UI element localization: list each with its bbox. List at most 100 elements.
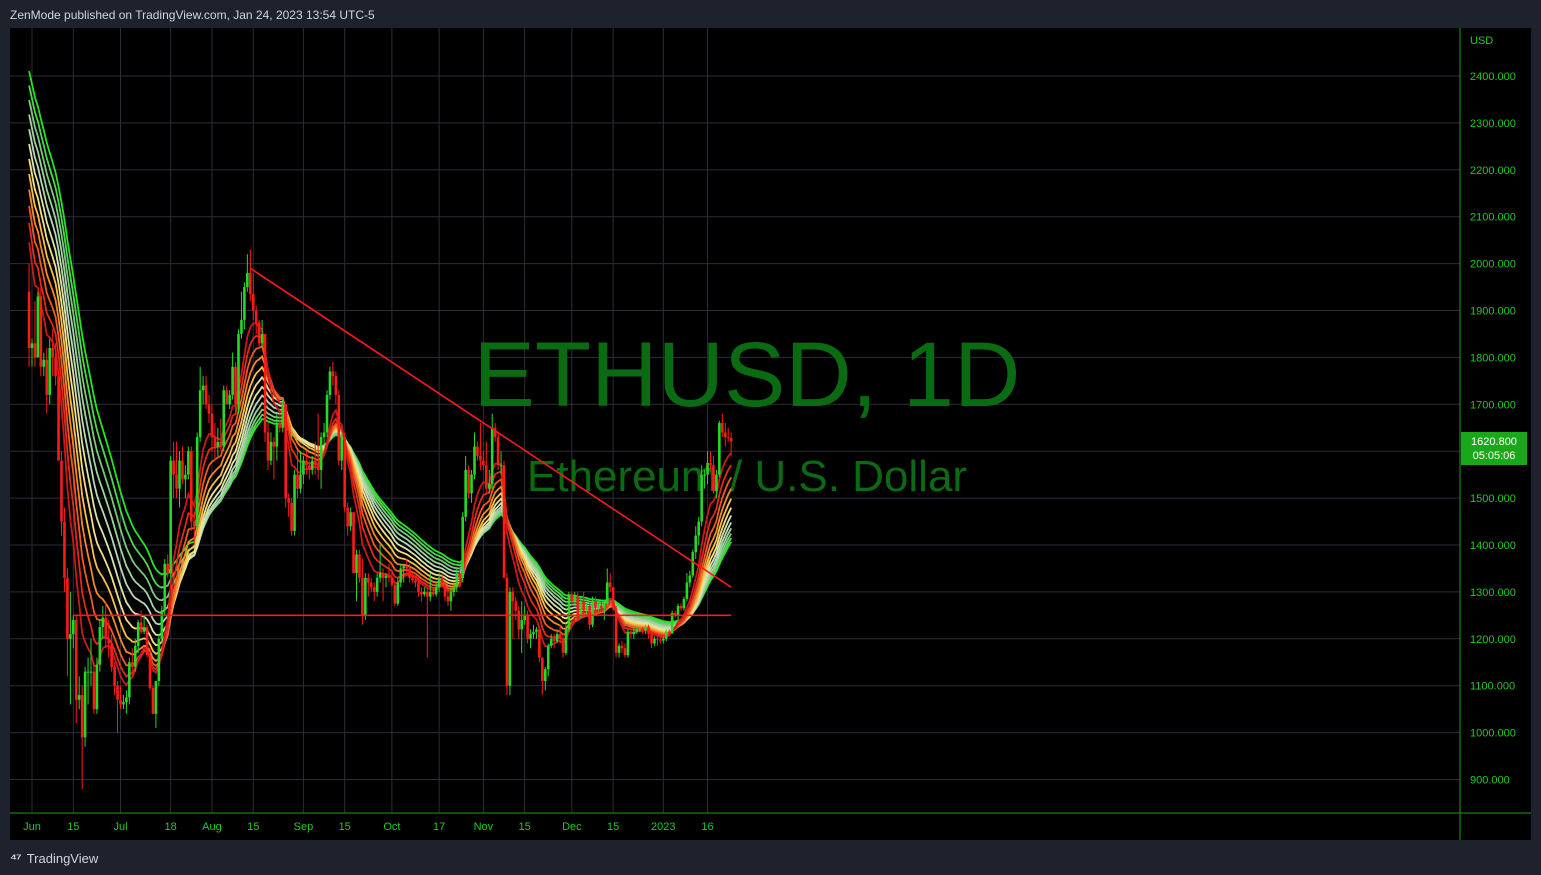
candle-body bbox=[369, 582, 373, 588]
candle-body bbox=[555, 634, 559, 642]
candle-body bbox=[275, 423, 279, 447]
time-tick-label: Jun bbox=[23, 821, 41, 833]
candle-body bbox=[437, 577, 441, 588]
candle-body bbox=[175, 474, 178, 489]
candle-body bbox=[434, 587, 438, 595]
candle-body bbox=[688, 575, 692, 583]
candle-body bbox=[243, 287, 246, 320]
candle-body bbox=[617, 645, 621, 653]
candle-body bbox=[284, 404, 287, 499]
last-price-tag-bg bbox=[1461, 432, 1527, 465]
candle-body bbox=[482, 460, 485, 466]
candle-body bbox=[48, 348, 51, 395]
candle-body bbox=[591, 601, 594, 625]
candle-body bbox=[234, 366, 237, 405]
candle-body bbox=[222, 390, 226, 447]
candle-body bbox=[535, 629, 538, 632]
time-axis[interactable]: Jun 15 Jul 18 Aug 15 Sep 15 Oct 17 Nov 15 Dec 15 2023 1… bbox=[10, 812, 1531, 833]
candle-body bbox=[207, 404, 211, 414]
candle-body bbox=[408, 568, 411, 578]
price-tick-label: 1900.000 bbox=[1470, 306, 1516, 318]
time-tick-label: 2023 bbox=[651, 821, 675, 833]
price-tick-label: 2400.000 bbox=[1470, 71, 1516, 83]
candle-body bbox=[414, 580, 417, 583]
candle-body bbox=[685, 582, 689, 599]
candle-body bbox=[449, 591, 453, 602]
drawing-annotations bbox=[73, 267, 732, 617]
candle-body bbox=[703, 474, 706, 476]
chart-svg[interactable]: ETHUSD, 1D Ethereum / U.S. Dollar USD 24… bbox=[10, 28, 1531, 840]
candle-body bbox=[502, 465, 506, 578]
candle-body bbox=[431, 591, 435, 595]
candle-body bbox=[237, 333, 240, 405]
candle-body bbox=[496, 437, 500, 466]
candle-body bbox=[417, 582, 420, 592]
candle-body bbox=[470, 474, 473, 494]
candle-body bbox=[641, 629, 644, 631]
candle-body bbox=[375, 577, 379, 592]
candle-body bbox=[192, 521, 196, 527]
candle-body bbox=[60, 460, 63, 522]
candle-body bbox=[251, 294, 255, 311]
candle-body bbox=[670, 613, 674, 634]
candle-body bbox=[92, 671, 96, 710]
candle-body bbox=[405, 566, 408, 569]
candle-body bbox=[399, 568, 403, 583]
trendline[interactable] bbox=[249, 267, 732, 588]
price-tick-label: 1800.000 bbox=[1470, 352, 1516, 364]
candle-body bbox=[367, 577, 370, 583]
candle-body bbox=[664, 631, 668, 639]
price-tick-label: 2200.000 bbox=[1470, 165, 1516, 177]
candle-body bbox=[358, 554, 361, 578]
candle-body bbox=[423, 591, 426, 595]
candle-body bbox=[231, 366, 234, 395]
candle-body bbox=[142, 627, 146, 632]
candle-body bbox=[266, 432, 270, 461]
candle-body bbox=[27, 291, 31, 349]
candle-body bbox=[493, 427, 497, 438]
candle-body bbox=[378, 573, 382, 578]
price-tick-label: 1100.000 bbox=[1470, 681, 1515, 693]
candle-body bbox=[169, 460, 172, 574]
candle-body bbox=[131, 662, 134, 667]
chart-background bbox=[10, 28, 1531, 840]
candle-body bbox=[567, 594, 571, 630]
time-tick-label: 16 bbox=[701, 821, 713, 833]
candle-body bbox=[178, 460, 181, 489]
price-tick-label: 1000.000 bbox=[1470, 728, 1516, 740]
candle-body bbox=[36, 296, 40, 358]
candle-body bbox=[319, 437, 323, 470]
bar-countdown: 05:05:06 bbox=[1473, 450, 1516, 462]
candle-body bbox=[346, 507, 349, 527]
candle-body bbox=[122, 702, 125, 705]
price-tick-label: 2000.000 bbox=[1470, 259, 1516, 271]
candle-body bbox=[119, 699, 122, 705]
candle-body bbox=[80, 695, 84, 738]
candle-body bbox=[467, 469, 470, 494]
price-axis-currency: USD bbox=[1470, 35, 1493, 47]
candle-body bbox=[313, 460, 317, 466]
candle-body bbox=[464, 469, 467, 517]
candle-body bbox=[51, 348, 54, 358]
candle-body bbox=[523, 615, 526, 621]
candle-body bbox=[679, 605, 683, 609]
candle-body bbox=[249, 272, 252, 295]
candle-body bbox=[532, 631, 535, 635]
candle-body bbox=[623, 648, 627, 656]
candle-body bbox=[709, 462, 712, 466]
candle-body bbox=[30, 343, 34, 349]
candle-body bbox=[656, 638, 659, 640]
tradingview-footer[interactable]: ⁴⁷ TradingView bbox=[10, 850, 98, 866]
candle-body bbox=[305, 460, 308, 466]
candle-body bbox=[257, 322, 261, 344]
candle-body bbox=[340, 437, 344, 461]
time-tick-label: 15 bbox=[247, 821, 259, 833]
candle-body bbox=[160, 610, 164, 639]
candle-body bbox=[74, 620, 78, 700]
candle-body bbox=[579, 601, 582, 616]
candle-body bbox=[86, 671, 90, 673]
chart-panel[interactable]: ETHUSD, 1D Ethereum / U.S. Dollar USD 24… bbox=[10, 28, 1531, 840]
candle-body bbox=[726, 437, 730, 439]
candle-body bbox=[461, 516, 464, 578]
candle-body bbox=[476, 446, 479, 456]
